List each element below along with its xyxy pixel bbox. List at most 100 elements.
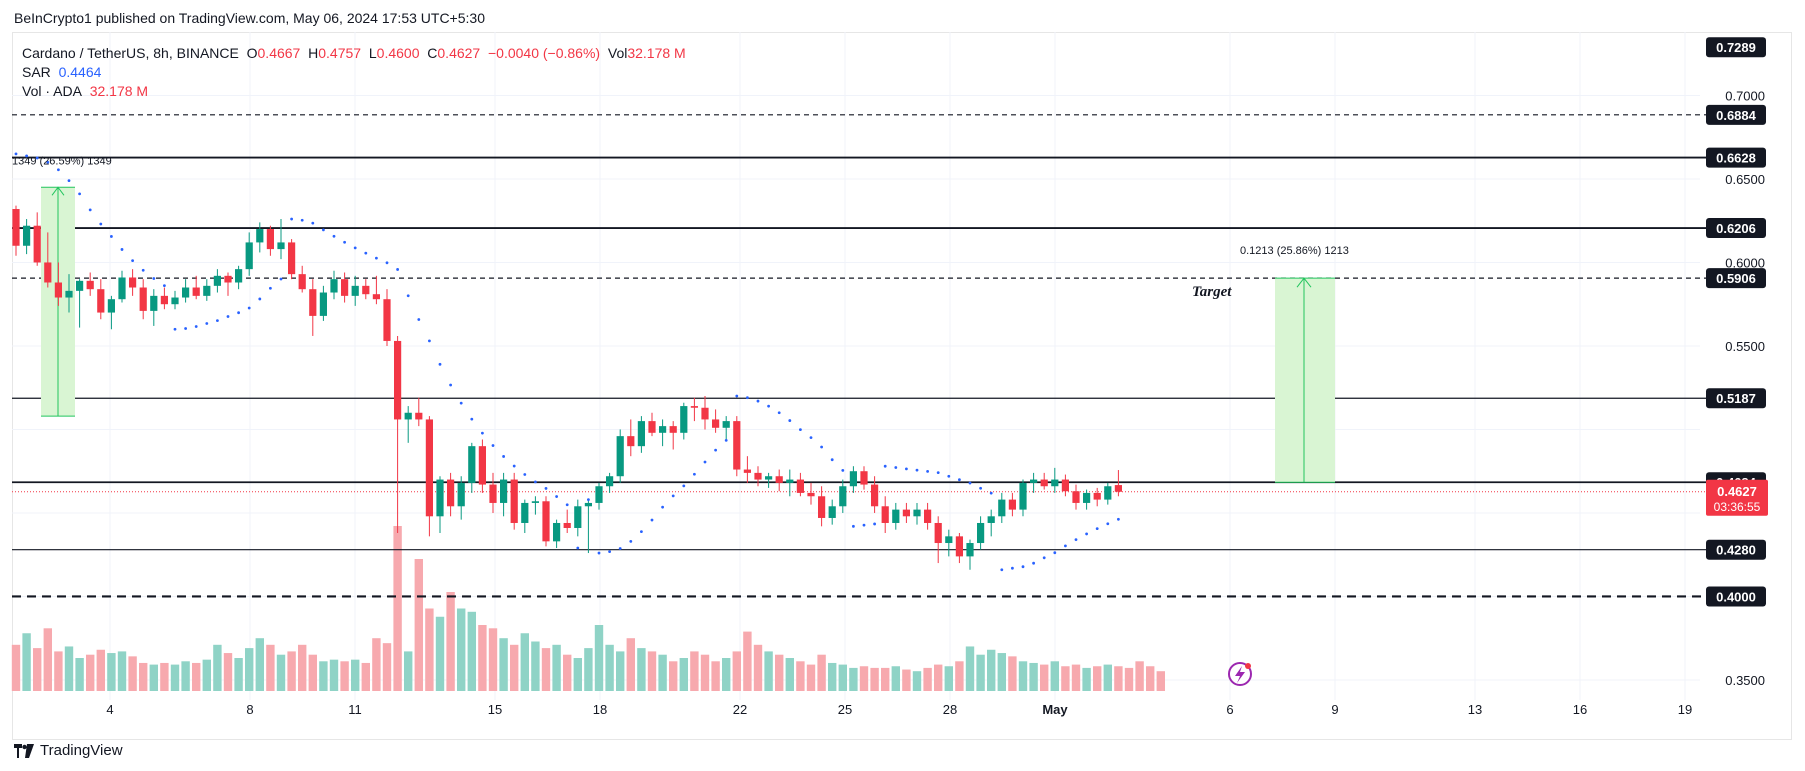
candle <box>425 416 433 537</box>
legend-volume-row[interactable]: Vol · ADA 32.178 M <box>22 82 686 101</box>
candle <box>1061 474 1069 497</box>
candle-body <box>266 229 274 250</box>
candle-body <box>595 486 603 503</box>
candle <box>288 239 296 280</box>
candle-body <box>341 279 349 296</box>
sar-dot <box>491 444 495 447</box>
vol-ada-value: 32.178 M <box>89 83 149 99</box>
candle <box>690 397 698 422</box>
candle-body <box>118 277 126 300</box>
candle <box>669 421 677 450</box>
sar-dot <box>375 256 378 260</box>
level-label: 0.6628 <box>1706 147 1766 168</box>
candle <box>107 295 115 330</box>
level-label-box <box>1706 268 1766 289</box>
volume-bar <box>75 658 84 691</box>
candle-body <box>701 407 709 420</box>
time-tick: 8 <box>246 702 253 717</box>
candle-body <box>902 509 910 517</box>
price-tick: 0.3500 <box>1725 673 1765 688</box>
candle-body <box>648 421 656 433</box>
sar-dot <box>915 468 919 472</box>
sar-dot <box>830 458 834 462</box>
sar-dot <box>735 394 739 398</box>
candle-body <box>775 476 783 483</box>
sar-dot <box>1032 561 1035 565</box>
sar-dot <box>470 417 474 421</box>
volume-bar <box>340 661 349 691</box>
sar-dot <box>724 438 728 442</box>
candle <box>892 502 900 530</box>
tradingview-logo[interactable]: TradingView <box>14 742 123 759</box>
sar-dot <box>820 445 823 449</box>
candle <box>510 472 518 530</box>
candle <box>341 272 349 303</box>
candle <box>266 225 274 256</box>
volume-bar <box>223 653 233 691</box>
candle-body <box>1030 479 1038 483</box>
sar-dot <box>163 284 166 288</box>
volume-bar <box>828 662 837 691</box>
volume-bar <box>139 662 148 691</box>
candle <box>213 269 221 293</box>
level-label-box <box>1706 539 1766 560</box>
candle <box>680 402 688 440</box>
volume-bar <box>1050 661 1059 691</box>
target-range-arrowhead <box>1296 277 1312 288</box>
volume-bar <box>997 653 1006 691</box>
sar-dot <box>693 472 696 476</box>
candle-body <box>182 287 190 298</box>
candle-body <box>765 476 773 480</box>
candle <box>436 476 444 533</box>
candle <box>945 529 953 557</box>
volume-bar <box>647 651 657 691</box>
candle-body <box>447 479 455 507</box>
candle-body <box>1072 491 1080 503</box>
volume-bar <box>319 661 328 691</box>
time-tick: 13 <box>1468 702 1482 717</box>
symbol-name[interactable]: Cardano / TetherUS, 8h, BINANCE <box>22 45 239 61</box>
candle-body <box>213 275 221 286</box>
price-tick: 0.6500 <box>1725 172 1765 187</box>
candle-body <box>1008 499 1016 510</box>
candle <box>627 419 635 457</box>
level-label: 0.5906 <box>1706 268 1766 289</box>
volume-bar <box>22 633 31 691</box>
sar-dot <box>873 522 876 526</box>
volume-bar <box>298 644 307 691</box>
candle-body <box>818 496 826 518</box>
candle <box>54 262 62 306</box>
volume-bar <box>732 651 741 691</box>
level-label-text: 0.6628 <box>1716 151 1756 166</box>
sar-dot <box>1106 522 1110 526</box>
volume-bar <box>107 653 116 691</box>
level-label: 0.6884 <box>1706 104 1766 125</box>
candle <box>12 205 20 256</box>
volume-bar <box>425 608 434 691</box>
sar-dot <box>14 152 18 156</box>
price-levels <box>12 114 1712 598</box>
legend-sar-row[interactable]: SAR 0.4464 <box>22 63 686 82</box>
volume-bar <box>467 611 476 691</box>
sar-dot <box>777 411 781 415</box>
candle-body <box>892 509 900 523</box>
volume-bar <box>499 638 508 691</box>
price-axis: 0.3500 0.5500 0.6000 0.6500 0.7000 0.7289 0.68… <box>1706 37 1768 688</box>
volume-bar <box>605 644 614 691</box>
candle <box>542 496 550 547</box>
candle-body <box>616 436 624 477</box>
candle-body <box>521 502 529 523</box>
candle-body <box>54 282 62 298</box>
candle <box>245 232 253 276</box>
level-label-box <box>1706 586 1766 607</box>
sar-dot <box>989 491 993 495</box>
volume-bar <box>234 658 243 691</box>
volume-bar <box>1008 656 1017 691</box>
candle-body <box>786 479 794 483</box>
tradingview-brand: TradingView <box>40 742 123 759</box>
volume-bar <box>669 661 678 691</box>
candle-body <box>966 543 974 557</box>
chart-legend: Cardano / TetherUS, 8h, BINANCE O0.4667 … <box>22 44 686 101</box>
vol-ada-label: Vol · ADA <box>22 83 82 99</box>
